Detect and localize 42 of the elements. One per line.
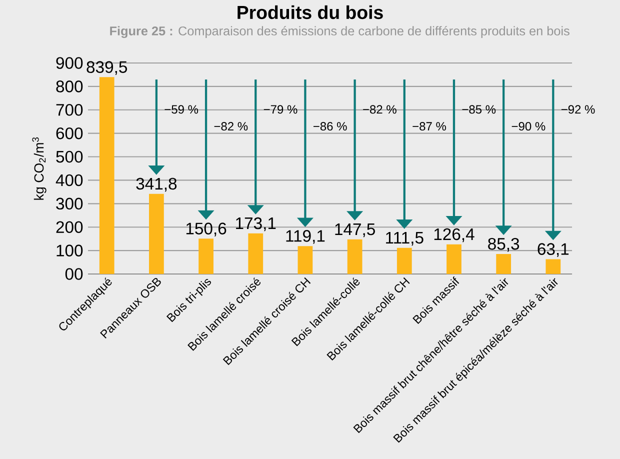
chart-subtitle: Figure 25 : Comparaison des émissions de carbone de différents produits en bois <box>110 26 570 38</box>
y-tick-label: 400 <box>56 174 83 186</box>
data-label: 839,5 <box>86 61 128 75</box>
bar <box>298 246 313 274</box>
annotation: −92 % <box>561 105 595 114</box>
annotation: −90 % <box>512 122 546 131</box>
annotation: −82 % <box>363 105 396 114</box>
bar <box>248 233 264 274</box>
data-label: 119,1 <box>286 230 325 244</box>
data-label: 341,8 <box>136 178 177 192</box>
y-tick-label: 900 <box>56 57 83 69</box>
bar <box>149 194 164 274</box>
bar <box>198 238 214 274</box>
bar <box>496 254 512 274</box>
data-label: 85,3 <box>488 238 520 252</box>
annotation: −85 % <box>462 105 496 114</box>
data-label: 111,5 <box>386 232 424 246</box>
data-label: 63,1 <box>538 243 569 257</box>
y-tick-label: 500 <box>56 150 83 163</box>
data-label: 150,6 <box>186 222 226 236</box>
y-tick-label: 200 <box>56 221 83 234</box>
bar <box>99 77 114 274</box>
annotation: −86 % <box>313 122 347 131</box>
y-tick-label: 700 <box>56 104 83 116</box>
bar <box>546 259 561 274</box>
annotation: −87 % <box>412 122 446 131</box>
y-tick-label: 600 <box>56 127 83 140</box>
annotation: −82 % <box>214 122 248 131</box>
chart-title: Produits du bois <box>238 5 383 20</box>
bar <box>347 239 362 274</box>
data-label: 147,5 <box>335 224 375 238</box>
bar <box>446 244 462 274</box>
y-tick-label: 800 <box>56 80 83 92</box>
data-label: 173,1 <box>236 217 276 232</box>
annotation: −59 % <box>164 105 198 114</box>
annotation: −79 % <box>264 105 298 114</box>
data-label: 126,4 <box>434 228 474 242</box>
y-tick-label: 300 <box>56 198 83 210</box>
y-tick-label: 100 <box>56 244 83 256</box>
y-axis-title: kg CO$_{2}$/m$^{3}$ <box>32 137 46 200</box>
bar <box>396 248 412 274</box>
y-tick-label: 00 <box>65 268 83 280</box>
